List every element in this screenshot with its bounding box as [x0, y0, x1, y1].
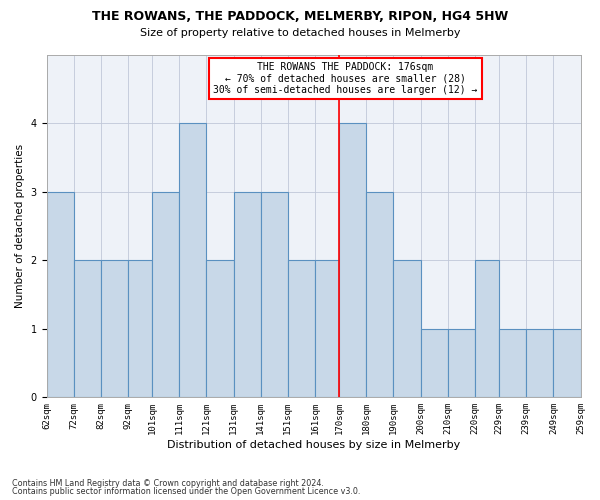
- Bar: [128, 260, 152, 398]
- Bar: [47, 192, 74, 398]
- Bar: [315, 260, 339, 398]
- Bar: [260, 192, 288, 398]
- Y-axis label: Number of detached properties: Number of detached properties: [15, 144, 25, 308]
- X-axis label: Distribution of detached houses by size in Melmerby: Distribution of detached houses by size …: [167, 440, 460, 450]
- Text: THE ROWANS THE PADDOCK: 176sqm
← 70% of detached houses are smaller (28)
30% of : THE ROWANS THE PADDOCK: 176sqm ← 70% of …: [214, 62, 478, 95]
- Bar: [101, 260, 128, 398]
- Bar: [152, 192, 179, 398]
- Bar: [179, 124, 206, 398]
- Text: THE ROWANS, THE PADDOCK, MELMERBY, RIPON, HG4 5HW: THE ROWANS, THE PADDOCK, MELMERBY, RIPON…: [92, 10, 508, 23]
- Bar: [526, 329, 553, 398]
- Text: Size of property relative to detached houses in Melmerby: Size of property relative to detached ho…: [140, 28, 460, 38]
- Bar: [499, 329, 526, 398]
- Bar: [553, 329, 581, 398]
- Bar: [288, 260, 315, 398]
- Bar: [339, 124, 367, 398]
- Text: Contains HM Land Registry data © Crown copyright and database right 2024.: Contains HM Land Registry data © Crown c…: [12, 478, 324, 488]
- Bar: [394, 260, 421, 398]
- Bar: [206, 260, 233, 398]
- Bar: [367, 192, 394, 398]
- Bar: [233, 192, 260, 398]
- Bar: [448, 329, 475, 398]
- Bar: [74, 260, 101, 398]
- Bar: [475, 260, 499, 398]
- Text: Contains public sector information licensed under the Open Government Licence v3: Contains public sector information licen…: [12, 487, 361, 496]
- Bar: [421, 329, 448, 398]
